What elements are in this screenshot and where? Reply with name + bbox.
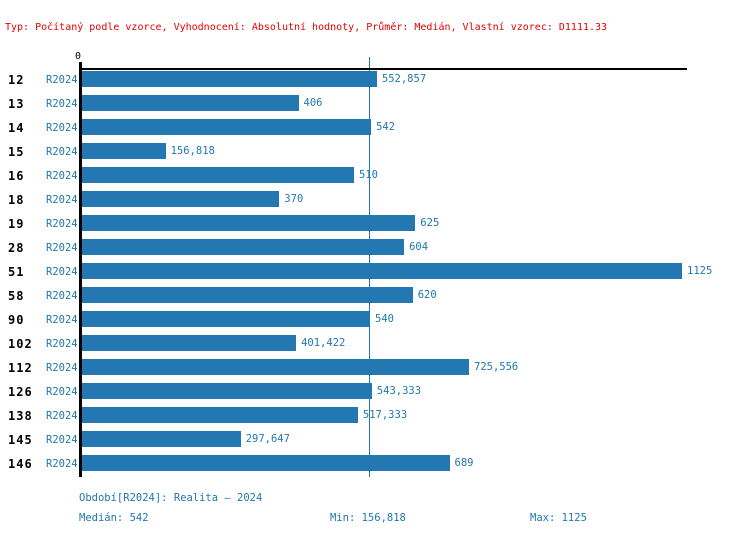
series-label: R2024 — [46, 458, 78, 470]
value-label: 543,333 — [376, 385, 422, 397]
category-label: 138 — [8, 409, 33, 423]
category-label: 14 — [8, 121, 25, 135]
bar-row: 126 R2024 543,333 — [0, 380, 750, 404]
bar[interactable] — [82, 431, 241, 447]
value-label: 542 — [376, 121, 396, 133]
value-label: 510 — [359, 169, 378, 181]
value-label: 406 — [303, 97, 323, 109]
y-axis-line — [79, 62, 82, 477]
series-label: R2024 — [46, 194, 78, 206]
series-label: R2024 — [46, 242, 78, 254]
category-label: 19 — [8, 217, 25, 231]
bar[interactable] — [82, 287, 413, 303]
series-label: R2024 — [46, 410, 78, 422]
series-label: R2024 — [46, 290, 78, 302]
bar-row: 14 R2024 542 — [0, 116, 750, 140]
category-label: 145 — [8, 433, 33, 447]
series-label: R2024 — [46, 218, 78, 230]
bar[interactable] — [82, 71, 377, 87]
value-label: 297,647 — [245, 433, 290, 445]
period-label: Období[R2024]: Realita – 2024 — [79, 492, 263, 504]
value-label: 156,818 — [170, 145, 215, 157]
bar-row: 28 R2024 604 — [0, 236, 750, 260]
bar-row: 146 R2024 689 — [0, 452, 750, 476]
bar[interactable] — [82, 119, 372, 135]
category-label: 112 — [8, 361, 33, 375]
x-axis-zero-tick-label: 0 — [75, 51, 82, 62]
bar-row: 12 R2024 552,857 — [0, 68, 750, 92]
bar[interactable] — [82, 359, 469, 375]
bar-row: 90 R2024 540 — [0, 308, 750, 332]
formula-settings-summary: Typ: Počítaný podle vzorce, Vyhodnocení:… — [5, 22, 608, 33]
category-label: 90 — [8, 313, 25, 327]
value-label: 401,422 — [301, 337, 346, 349]
bar-row: 13 R2024 406 — [0, 92, 750, 116]
bar-row: 51 R2024 1125 — [0, 260, 750, 284]
series-label: R2024 — [46, 338, 78, 350]
series-label: R2024 — [46, 266, 78, 278]
value-label: 625 — [420, 217, 440, 229]
value-label: 1125 — [687, 265, 713, 277]
series-label: R2024 — [46, 434, 78, 446]
bar[interactable] — [82, 407, 358, 423]
bar[interactable] — [82, 191, 280, 207]
category-label: 13 — [8, 97, 25, 111]
bar[interactable] — [82, 167, 354, 183]
series-label: R2024 — [46, 314, 78, 326]
value-label: 689 — [454, 457, 474, 469]
category-label: 51 — [8, 265, 25, 279]
bar-row: 138 R2024 517,333 — [0, 404, 750, 428]
series-label: R2024 — [46, 122, 78, 134]
bar[interactable] — [82, 143, 166, 159]
bar[interactable] — [82, 335, 297, 351]
bar-row: 102 R2024 401,422 — [0, 332, 750, 356]
value-label: 370 — [284, 193, 304, 205]
min-stat: Min: 156,818 — [330, 512, 406, 524]
bar[interactable] — [82, 263, 682, 279]
bar-rows-container: 12 R2024 552,857 13 R2024 406 14 R2024 542 15 R202… — [0, 68, 750, 476]
series-label: R2024 — [46, 74, 78, 86]
value-label: 620 — [417, 289, 437, 301]
series-label: R2024 — [46, 170, 78, 182]
x-axis-line — [79, 68, 687, 70]
category-label: 126 — [8, 385, 33, 399]
category-label: 15 — [8, 145, 25, 159]
bar-row: 19 R2024 625 — [0, 212, 750, 236]
max-stat: Max: 1125 — [530, 512, 587, 524]
bar[interactable] — [82, 311, 370, 327]
bar[interactable] — [82, 455, 450, 471]
bar[interactable] — [82, 383, 372, 399]
value-label: 604 — [409, 241, 429, 253]
series-label: R2024 — [46, 386, 78, 398]
bar[interactable] — [82, 239, 405, 255]
series-label: R2024 — [46, 146, 78, 158]
value-label: 540 — [375, 313, 394, 325]
bar-row: 112 R2024 725,556 — [0, 356, 750, 380]
median-stat: Medián: 542 — [79, 512, 149, 524]
bar-row: 15 R2024 156,818 — [0, 140, 750, 164]
bar[interactable] — [82, 95, 299, 111]
bar-row: 58 R2024 620 — [0, 284, 750, 308]
bar-row: 145 R2024 297,647 — [0, 428, 750, 452]
value-label: 725,556 — [474, 361, 519, 373]
value-label: 517,333 — [362, 409, 408, 421]
bar-row: 18 R2024 370 — [0, 188, 750, 212]
category-label: 12 — [8, 73, 25, 87]
series-label: R2024 — [46, 98, 78, 110]
series-label: R2024 — [46, 362, 78, 374]
category-label: 16 — [8, 169, 25, 183]
category-label: 102 — [8, 337, 33, 351]
bar[interactable] — [82, 215, 416, 231]
value-label: 552,857 — [381, 73, 427, 85]
category-label: 18 — [8, 193, 25, 207]
bar-row: 16 R2024 510 — [0, 164, 750, 188]
category-label: 146 — [8, 457, 33, 471]
category-label: 28 — [8, 241, 25, 255]
category-label: 58 — [8, 289, 25, 303]
